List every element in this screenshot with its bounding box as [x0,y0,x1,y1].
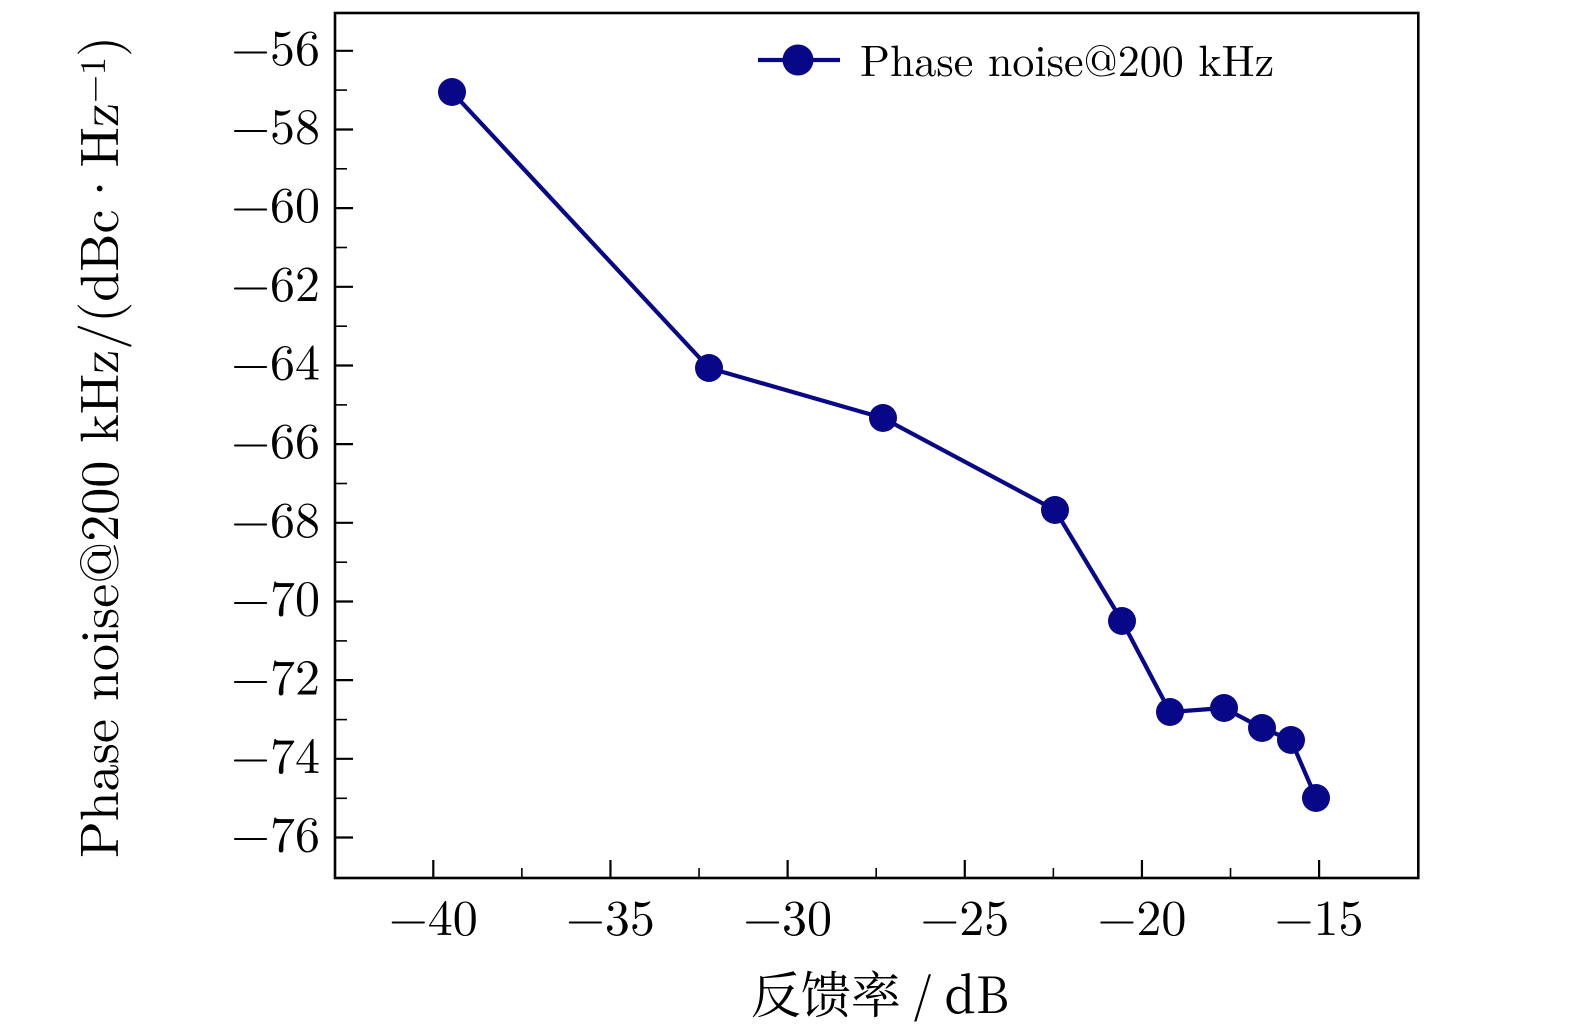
svg-text:Phase noise@200 kHz/(dBc·Hz−1): Phase noise@200 kHz/(dBc·Hz−1) [57,36,134,858]
svg-text:反馈率 / dB: 反馈率 / dB [751,956,1009,1028]
svg-text:−72: −72 [231,638,320,709]
svg-text:−68: −68 [231,481,320,552]
svg-text:−35: −35 [566,879,655,950]
svg-text:−62: −62 [231,245,320,316]
svg-text:−15: −15 [1275,879,1364,950]
svg-text:−64: −64 [231,324,320,395]
svg-text:−40: −40 [389,879,478,950]
svg-text:−76: −76 [231,796,320,867]
svg-text:−70: −70 [231,560,320,631]
svg-text:−60: −60 [231,166,320,237]
svg-text:−20: −20 [1097,879,1186,950]
svg-text:−25: −25 [920,879,1009,950]
svg-text:−30: −30 [743,879,832,950]
svg-text:−58: −58 [231,88,320,159]
svg-text:Phase noise@200 kHz: Phase noise@200 kHz [860,26,1274,89]
svg-text:−56: −56 [231,9,320,80]
svg-text:−66: −66 [231,402,320,473]
svg-text:−74: −74 [231,717,320,788]
